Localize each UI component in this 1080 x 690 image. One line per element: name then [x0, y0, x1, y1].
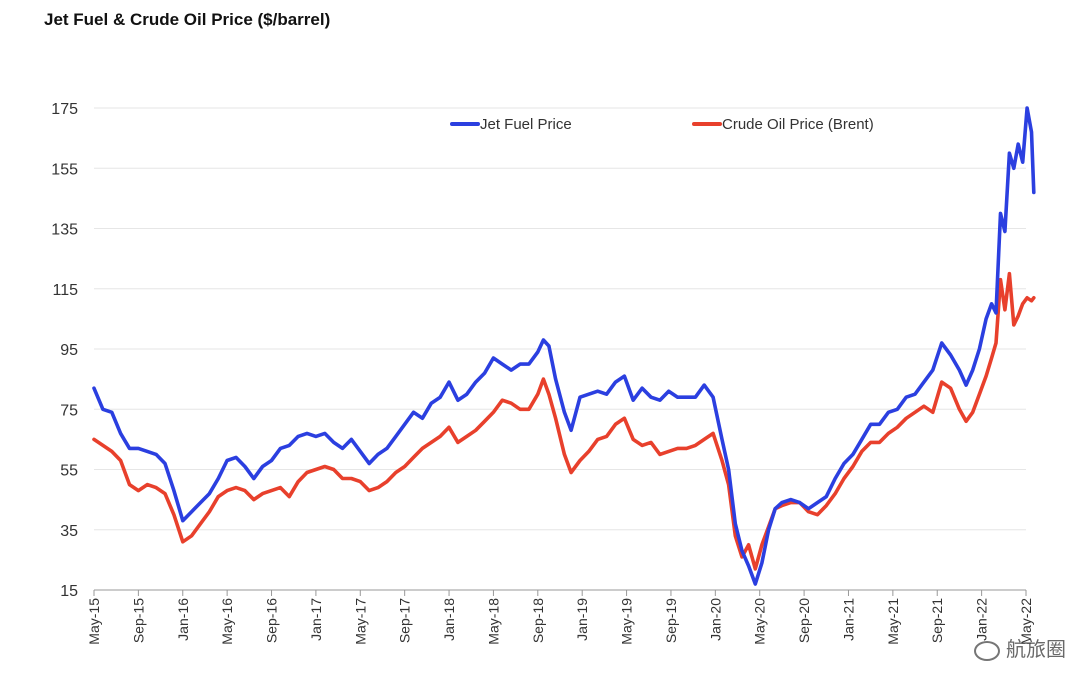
y-tick-label: 135	[51, 222, 78, 239]
x-tick-label: Sep-15	[130, 598, 146, 643]
y-tick-label: 55	[60, 463, 78, 480]
watermark-text: 航旅圈	[1006, 637, 1066, 661]
x-tick-label: May-21	[885, 598, 901, 645]
x-tick-label: Jan-18	[441, 598, 457, 641]
x-tick-label: Sep-16	[264, 598, 280, 643]
series-line-crude-oil-price-brent	[92, 271, 1036, 571]
y-tick-label: 95	[60, 342, 78, 359]
x-tick-label: Jan-22	[974, 598, 990, 641]
chart-title: Jet Fuel & Crude Oil Price ($/barrel)	[44, 10, 331, 29]
y-tick-label: 115	[52, 282, 78, 299]
x-tick-label: Jan-17	[308, 598, 324, 641]
grid-lines	[94, 107, 1026, 531]
x-tick-label: May-19	[619, 598, 635, 645]
x-tick-label: Sep-19	[663, 598, 679, 643]
watermark: 航旅圈	[974, 633, 1066, 662]
y-tick-label: 35	[60, 523, 78, 540]
x-tick-label: May-22	[1018, 598, 1034, 645]
wechat-logo-icon	[974, 640, 1000, 661]
x-tick-label: Jan-20	[707, 598, 723, 641]
legend-label: Crude Oil Price (Brent)	[722, 116, 874, 133]
y-tick-label: 75	[60, 402, 78, 419]
x-tick-label: May-17	[352, 598, 368, 645]
x-tick-label: Sep-20	[796, 598, 812, 643]
x-tick-label: May-18	[485, 598, 501, 645]
legend: Jet Fuel Price Crude Oil Price (Brent)	[450, 116, 874, 133]
y-tick-label: 155	[51, 161, 78, 178]
x-tick-label: Jan-21	[840, 598, 856, 641]
x-tick-label: May-16	[219, 598, 235, 645]
x-tick-label: Sep-18	[530, 598, 546, 643]
x-axis: May-15 Sep-15 Jan-16 May-16 Sep-16 Jan-17 May-…	[86, 589, 1034, 645]
x-tick-label: Jan-16	[175, 598, 191, 641]
x-tick-label: May-20	[752, 598, 768, 645]
legend-label: Jet Fuel Price	[480, 116, 572, 133]
x-tick-label: Sep-17	[397, 598, 413, 643]
x-tick-label: May-15	[86, 598, 102, 645]
y-tick-label: 175	[51, 101, 78, 118]
y-tick-label: 15	[60, 583, 78, 600]
series-lines	[92, 106, 1036, 586]
x-tick-label: Jan-19	[574, 598, 590, 641]
x-tick-label: Sep-21	[929, 598, 945, 643]
series-line-jet-fuel-price	[92, 106, 1036, 586]
y-axis: 15 35 55 75 95 115 135 155 175	[51, 101, 78, 600]
